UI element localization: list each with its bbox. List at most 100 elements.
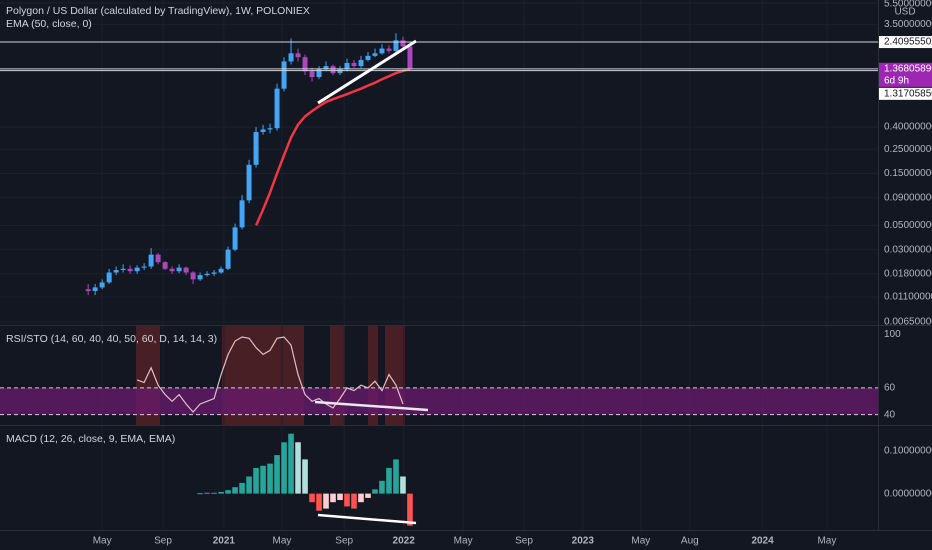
candle-body xyxy=(400,40,406,47)
candle-body xyxy=(358,59,364,67)
candle-body xyxy=(190,272,196,280)
x-tick-label: Sep xyxy=(335,536,353,547)
candle-body xyxy=(372,53,378,56)
candle-body xyxy=(127,268,133,272)
trend-line xyxy=(317,513,417,525)
macd-bar xyxy=(253,467,259,494)
macd-bar xyxy=(386,467,392,494)
candle-body xyxy=(106,272,112,283)
macd-bar xyxy=(260,465,266,494)
y-tick-label: 0.25000000 xyxy=(884,144,932,155)
macd-bar xyxy=(407,493,413,526)
y-tick-label: 0.05000000 xyxy=(884,220,932,231)
y-tick-label: 0.10000000 xyxy=(884,445,932,456)
x-tick-label: May xyxy=(93,536,112,547)
price-label: 1.31705850 xyxy=(884,88,932,99)
candle-body xyxy=(281,61,287,89)
candle-body xyxy=(344,62,350,70)
candle-body xyxy=(253,132,259,165)
candle-body xyxy=(274,88,280,129)
macd-bar xyxy=(316,493,322,511)
y-tick-label: 0.03000000 xyxy=(884,244,932,255)
y-tick-label: 0.09000000 xyxy=(884,192,932,203)
x-tick-label: Sep xyxy=(154,536,172,547)
candle-body xyxy=(232,227,238,250)
y-tick-label: 0.00650000 xyxy=(884,317,932,328)
y-tick-label: 100 xyxy=(884,329,901,340)
candle-body xyxy=(85,289,91,292)
macd-bar xyxy=(302,459,308,494)
macd-bar xyxy=(351,493,357,509)
macd-bar xyxy=(267,463,273,494)
x-tick-label: 2022 xyxy=(393,536,416,547)
macd-bar xyxy=(330,493,336,503)
macd-bar xyxy=(197,493,203,495)
macd-bar xyxy=(204,492,210,494)
trend-line xyxy=(317,39,417,105)
x-tick-label: 2024 xyxy=(751,536,774,547)
macd-bar xyxy=(379,480,385,494)
candle-body xyxy=(155,254,161,263)
macd-bar xyxy=(232,487,238,494)
macd-bar xyxy=(337,493,343,501)
candle-body xyxy=(295,53,301,58)
macd-bar xyxy=(393,459,399,494)
candle-body xyxy=(337,69,343,74)
y-tick-label: 3.50000000 xyxy=(884,19,932,30)
price-label-box xyxy=(879,87,932,100)
macd-bar xyxy=(358,493,364,503)
macd-bar xyxy=(218,491,224,494)
x-tick-label: May xyxy=(272,536,291,547)
macd-bar xyxy=(239,482,245,494)
candle-body xyxy=(113,270,119,273)
x-tick-label: 2023 xyxy=(572,536,595,547)
macd-bar xyxy=(288,433,294,494)
candle-body xyxy=(365,55,371,60)
trend-line xyxy=(314,400,429,412)
macd-bar xyxy=(274,455,280,494)
chart-title: Polygon / US Dollar (calculated by Tradi… xyxy=(6,5,310,17)
y-tick-label: 0.00000000 xyxy=(884,488,932,499)
y-tick-label: 60 xyxy=(884,383,896,394)
y-tick-label: 40 xyxy=(884,409,896,420)
macd-bar xyxy=(309,493,315,503)
macd-bar xyxy=(246,476,252,494)
countdown: 6d 9h xyxy=(884,75,909,86)
x-tick-label: May xyxy=(631,536,650,547)
zone xyxy=(368,326,378,425)
candle-body xyxy=(162,262,168,269)
macd-bar xyxy=(400,476,406,494)
y-tick-label: 0.01800000 xyxy=(884,268,932,279)
ema-line xyxy=(254,67,411,226)
x-tick-label: Sep xyxy=(515,536,533,547)
candle-body xyxy=(379,48,385,54)
candle-body xyxy=(148,254,154,267)
candle-body xyxy=(302,57,308,72)
rsi-line xyxy=(136,336,404,413)
candle-body xyxy=(316,69,322,78)
rsi-band xyxy=(0,387,878,415)
candle-body xyxy=(239,200,245,228)
candle-body xyxy=(141,266,147,268)
price-label-box xyxy=(879,62,932,87)
price-label-box xyxy=(879,36,932,49)
candle-body xyxy=(183,267,189,273)
candle-body xyxy=(176,267,182,272)
candle-body xyxy=(407,46,413,69)
indicator-title: MACD (12, 26, close, 9, EMA, EMA) xyxy=(6,433,175,445)
candle-body xyxy=(309,71,315,78)
candle-body xyxy=(323,66,329,70)
candle-body xyxy=(169,268,175,272)
indicator-title: EMA (50, close, 0) xyxy=(6,18,92,30)
y-tick-label: 0.15000000 xyxy=(884,168,932,179)
y-tick-label: 5.50000000 xyxy=(884,0,932,10)
candle-body xyxy=(267,128,273,130)
macd-bar xyxy=(281,442,287,494)
candle-body xyxy=(197,275,203,280)
macd-bar xyxy=(211,492,217,494)
candle-body xyxy=(134,267,140,272)
